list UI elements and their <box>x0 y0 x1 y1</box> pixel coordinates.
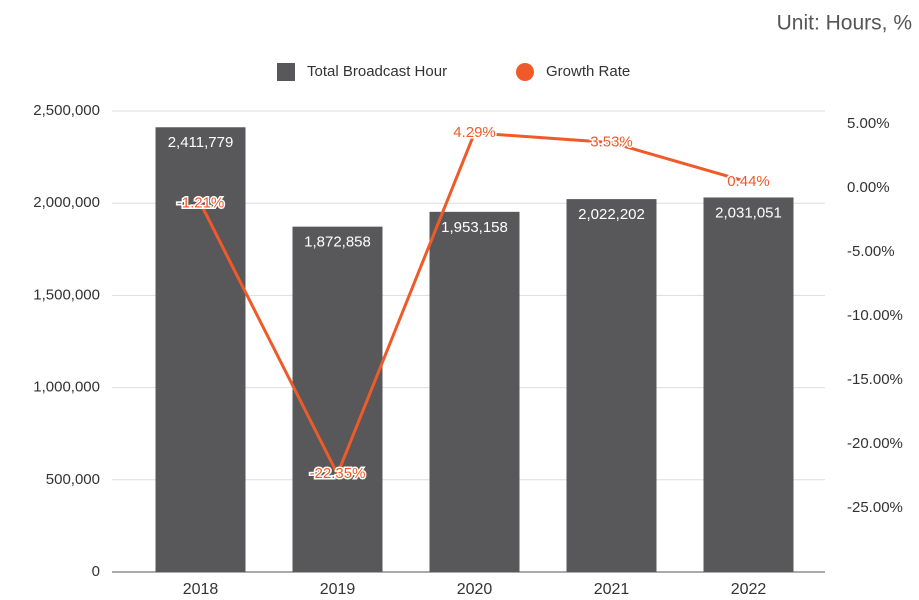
legend-label: Growth Rate <box>546 63 630 80</box>
legend-label: Total Broadcast Hour <box>307 63 447 80</box>
x-tick-label: 2019 <box>320 581 356 598</box>
y-tick-label: 0 <box>92 563 100 580</box>
bar <box>566 199 657 572</box>
y2-tick-label: -15.00% <box>847 371 903 388</box>
y-tick-label: 2,500,000 <box>33 102 100 119</box>
line-value-label: 0.44% <box>727 173 770 190</box>
bar-value-label: 1,953,158 <box>441 219 508 236</box>
line-value-label: -22.35% <box>310 465 366 482</box>
bar <box>155 127 246 573</box>
unit-annotation: Unit: Hours, % <box>777 12 912 35</box>
y2-tick-label: -25.00% <box>847 499 903 516</box>
bar-value-label: 2,411,779 <box>168 134 234 151</box>
y2-tick-label: -20.00% <box>847 435 903 452</box>
y-tick-label: 1,500,000 <box>33 286 100 303</box>
x-tick-label: 2020 <box>457 581 493 598</box>
bar-value-label: 2,031,051 <box>715 204 782 221</box>
y-tick-label: 2,000,000 <box>33 194 100 211</box>
bar-value-label: 1,872,858 <box>304 234 371 251</box>
bar <box>703 197 794 573</box>
legend-swatch <box>516 63 534 81</box>
y2-tick-label: 0.00% <box>847 179 890 196</box>
line-value-label: -1.21% <box>177 194 225 211</box>
x-tick-label: 2021 <box>594 581 630 598</box>
line-value-label: 4.29% <box>453 124 496 141</box>
y2-tick-label: -10.00% <box>847 307 903 324</box>
x-tick-label: 2018 <box>183 581 219 598</box>
bar-value-label: 2,022,202 <box>578 206 645 223</box>
line-value-label: 3.53% <box>590 134 633 151</box>
x-tick-label: 2022 <box>731 581 767 598</box>
y2-tick-label: 5.00% <box>847 115 890 132</box>
bar <box>429 211 520 573</box>
legend-swatch <box>277 63 295 81</box>
y2-tick-label: -5.00% <box>847 243 895 260</box>
growth-line <box>199 131 749 478</box>
y-tick-label: 500,000 <box>46 471 100 488</box>
y-tick-label: 1,000,000 <box>33 379 100 396</box>
